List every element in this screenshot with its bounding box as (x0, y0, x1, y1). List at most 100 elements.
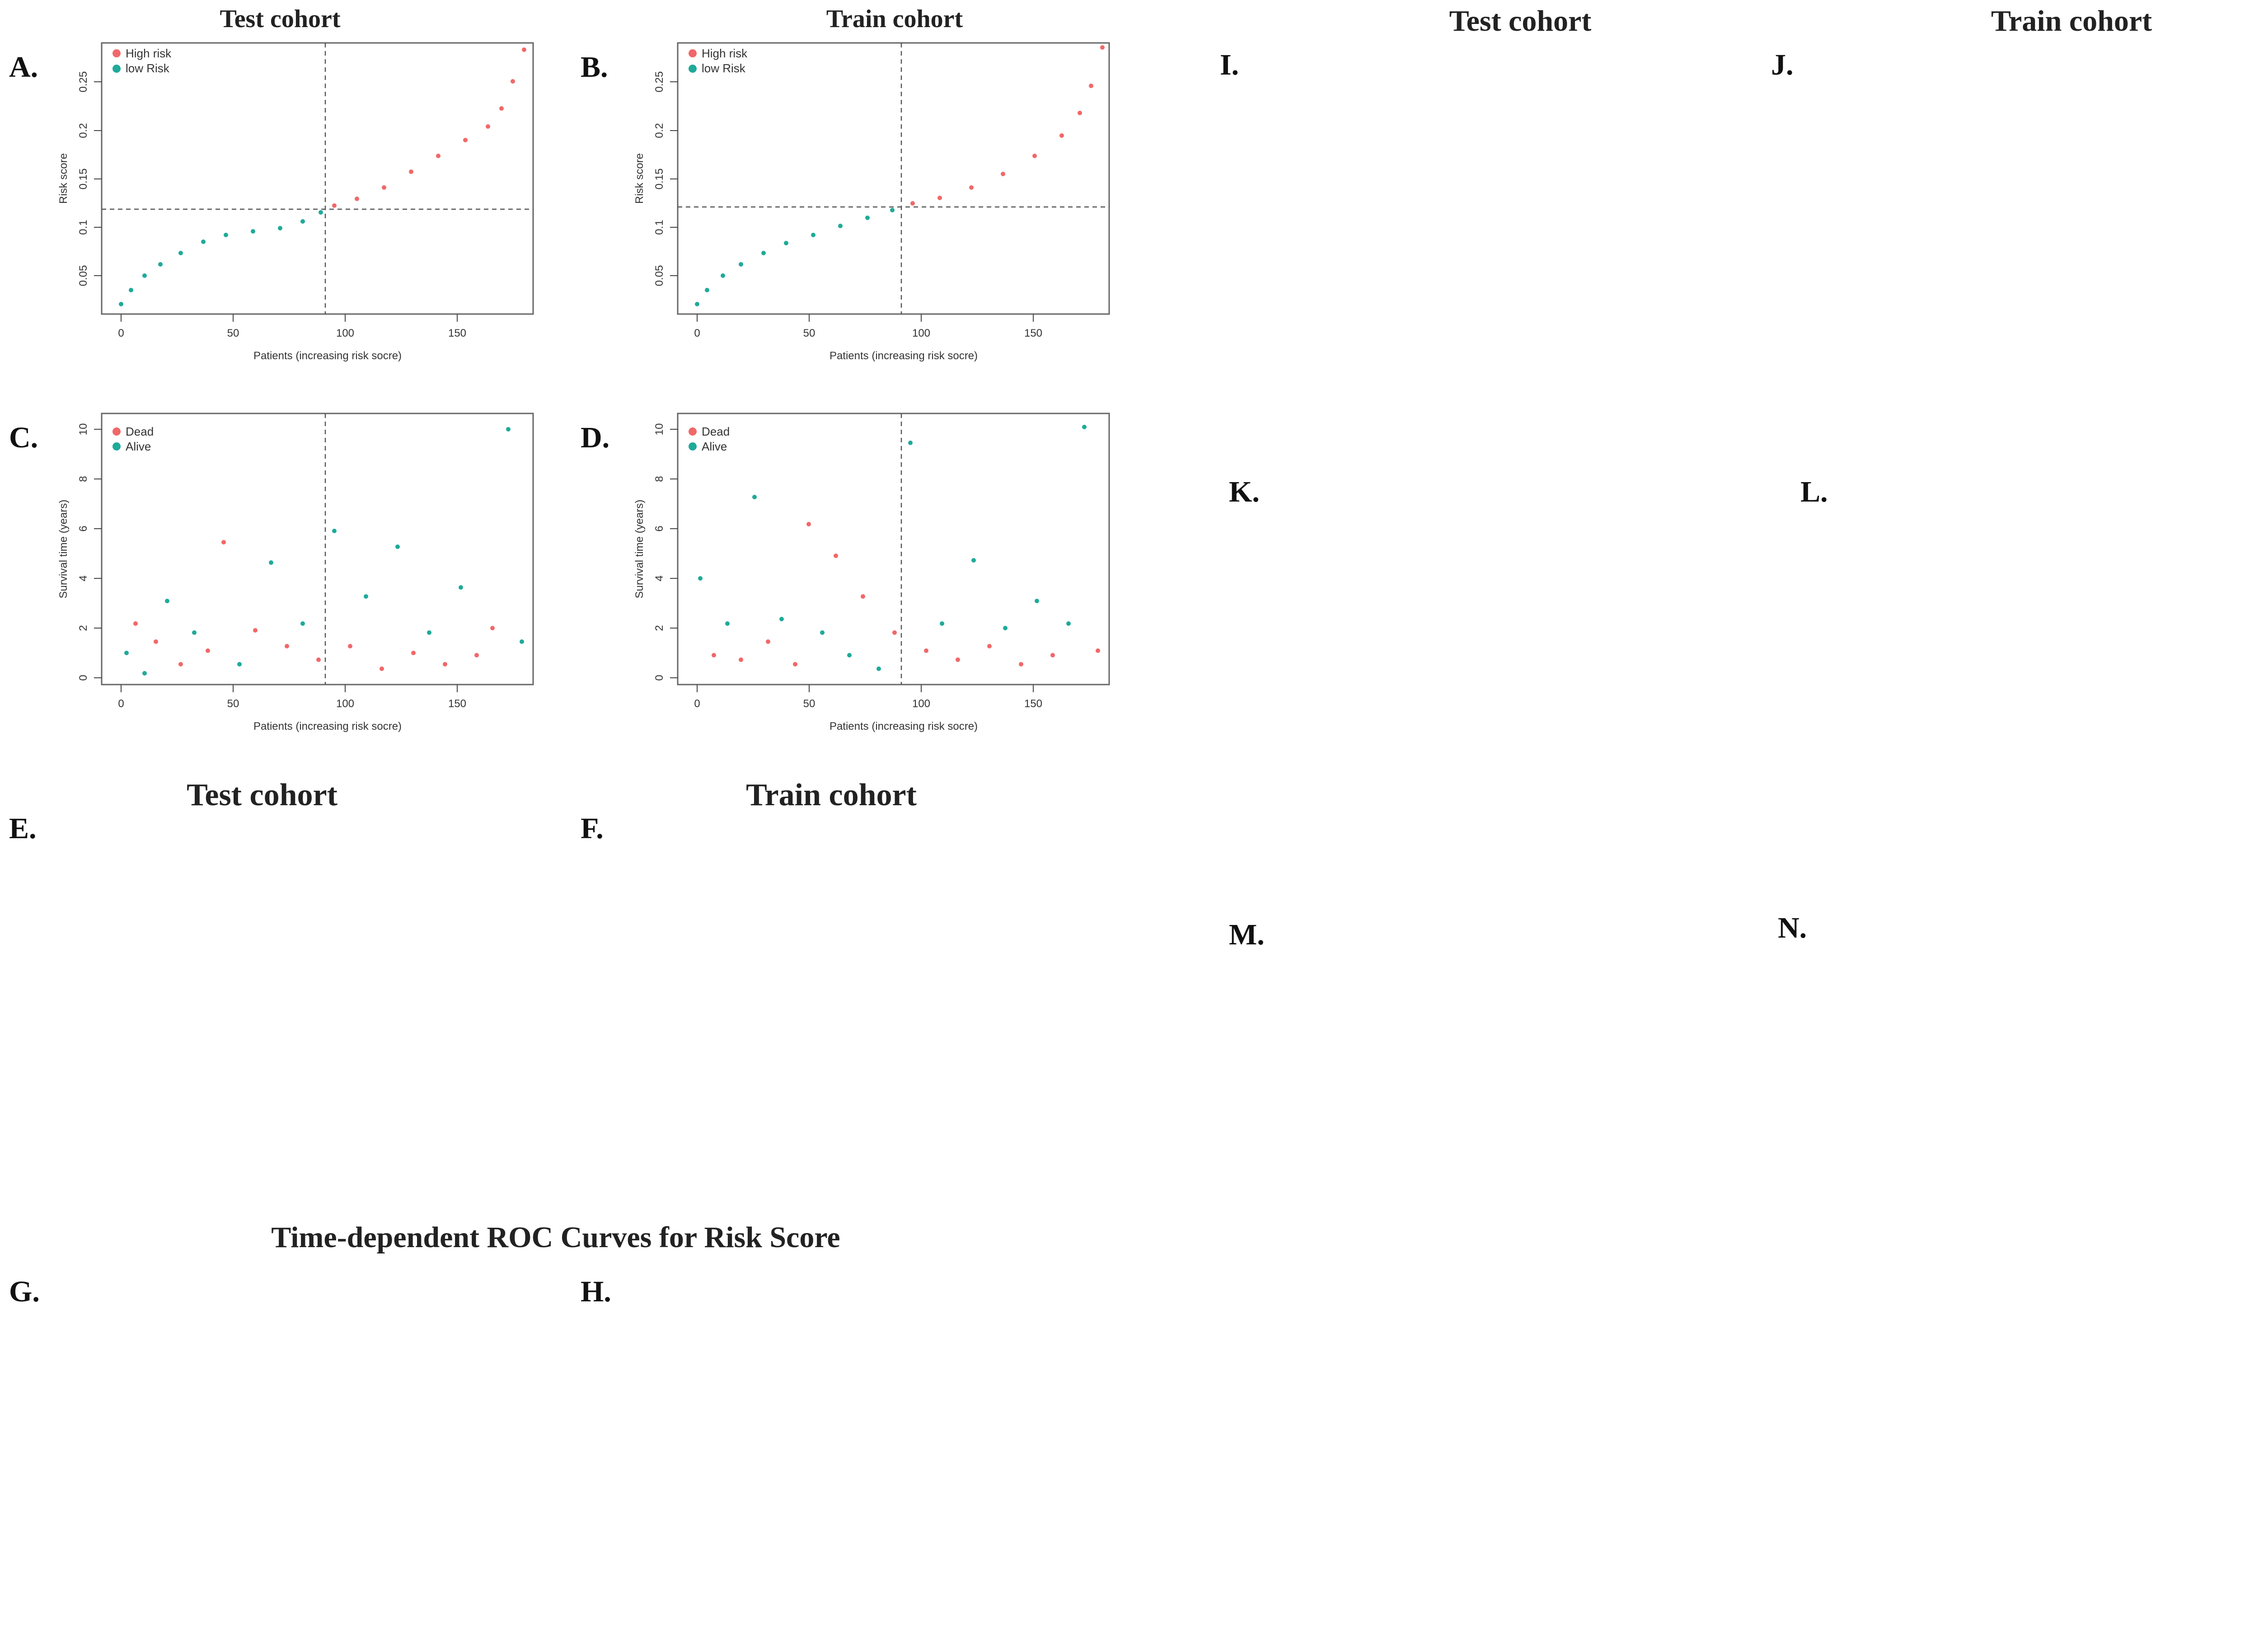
panel-b-risk-score: High risk low Risk Patients (increasing … (633, 42, 1110, 362)
legend-label-low: low Risk (702, 61, 746, 75)
risk-point (409, 169, 413, 174)
y-tick-label: 0.25 (77, 71, 89, 93)
risk-point (355, 197, 359, 201)
panel-label-g: G. (9, 1275, 40, 1308)
x-tick-label: 50 (803, 327, 815, 339)
x-axis: 0 50 100 150 (118, 685, 466, 710)
survival-point (1050, 653, 1055, 657)
panel-label-e: E. (9, 812, 37, 845)
legend-marker-high (112, 49, 121, 57)
survival-point (924, 648, 928, 653)
y-axis-label: Survival time (years) (633, 500, 646, 599)
y-axis: 0 2 4 6 8 10 (653, 423, 678, 681)
x-axis: 0 50 100 150 (694, 685, 1042, 710)
survival-point (739, 657, 743, 662)
y-tick-label: 8 (77, 476, 89, 482)
survival-point (876, 666, 881, 671)
risk-point (522, 47, 526, 52)
y-tick-label: 0.15 (77, 169, 89, 190)
risk-point (1059, 133, 1064, 138)
data-points (698, 425, 1100, 671)
survival-point (725, 621, 730, 626)
survival-point (847, 653, 852, 657)
risk-point (201, 239, 206, 244)
survival-point (892, 630, 897, 635)
y-tick-label: 10 (653, 423, 666, 436)
plot-frame (677, 413, 1110, 685)
survival-point (752, 495, 757, 499)
legend-marker-dead (689, 427, 697, 436)
risk-point (739, 262, 743, 267)
risk-point (811, 233, 815, 237)
panel-label-a: A. (9, 51, 38, 84)
y-tick-label: 2 (653, 625, 666, 631)
panel-c-survival-status: Dead Alive Patients (increasing risk soc… (57, 413, 534, 732)
survival-point (956, 657, 960, 662)
panel-label-b: B. (581, 51, 608, 84)
risk-point (1100, 45, 1105, 50)
risk-point (695, 302, 699, 306)
y-tick-label: 0.2 (77, 123, 89, 138)
panel-label-c: C. (9, 421, 38, 454)
survival-point (178, 662, 183, 666)
survival-point (506, 427, 511, 432)
risk-point (319, 210, 323, 215)
panel-label-l: L. (1800, 475, 1828, 508)
risk-point (119, 302, 123, 306)
survival-point (395, 544, 400, 549)
survival-point (206, 648, 210, 653)
title-b: Train cohort (826, 5, 963, 33)
risk-point (436, 154, 441, 158)
y-tick-label: 6 (77, 526, 89, 531)
y-axis: 0.05 0.1 0.15 0.2 0.25 (653, 71, 678, 286)
risk-point (129, 288, 133, 292)
survival-point (364, 594, 368, 599)
legend-label-dead: Dead (702, 425, 730, 438)
title-e: Test cohort (187, 778, 337, 812)
survival-point (459, 585, 463, 590)
data-points (124, 427, 524, 676)
survival-point (154, 639, 158, 644)
survival-point (766, 639, 770, 644)
risk-point (300, 219, 305, 224)
survival-point (192, 630, 197, 635)
x-tick-label: 150 (1024, 698, 1042, 710)
legend-label-alive: Alive (702, 440, 727, 453)
x-tick-label: 0 (118, 698, 124, 710)
panel-a-risk-score: High risk low Risk Patients (increasing … (57, 42, 534, 362)
survival-point (300, 621, 305, 626)
legend-marker-alive (112, 442, 121, 451)
y-axis: 0 2 4 6 8 10 (77, 423, 102, 681)
survival-point (474, 653, 479, 657)
plot-frame (677, 42, 1110, 315)
y-tick-label: 0.15 (653, 169, 666, 190)
risk-point (890, 208, 895, 212)
survival-point (940, 621, 944, 626)
risk-point (224, 233, 228, 237)
x-tick-label: 150 (448, 698, 466, 710)
x-tick-label: 50 (227, 327, 239, 339)
panel-label-d: D. (581, 421, 609, 454)
y-tick-label: 0 (653, 675, 666, 681)
risk-point (158, 262, 163, 267)
risk-point (142, 273, 147, 278)
survival-point (712, 653, 716, 657)
data-points (119, 47, 526, 306)
y-tick-label: 0.2 (653, 123, 666, 138)
y-axis-label: Risk score (57, 153, 70, 204)
survival-point (1003, 626, 1008, 630)
y-tick-label: 8 (653, 476, 666, 482)
survival-point (908, 441, 913, 445)
plot-frame (101, 42, 534, 315)
survival-point (133, 621, 138, 626)
x-tick-label: 100 (336, 698, 354, 710)
y-tick-label: 10 (77, 423, 89, 436)
panel-label-k: K. (1229, 475, 1260, 508)
title-j: Train cohort (1991, 5, 2152, 38)
survival-point (1082, 425, 1087, 429)
survival-point (316, 657, 321, 662)
risk-point (463, 138, 468, 142)
legend: Dead Alive (689, 425, 730, 453)
survival-point (806, 522, 811, 526)
legend-label-high: High risk (126, 47, 172, 60)
